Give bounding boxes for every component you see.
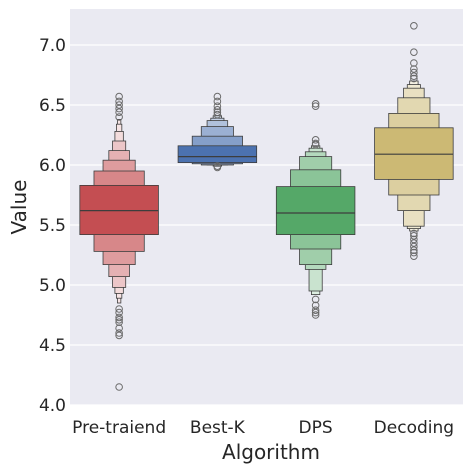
outlier-point [115,318,123,327]
outlier-point [410,72,418,80]
boxen-group [79,92,159,391]
boxen-group [177,92,258,172]
x-tick-label: Pre-traiend [72,418,166,438]
outlier-point [410,229,418,238]
y-tick-label: 5.0 [39,276,66,296]
outlier-point [410,22,418,30]
outlier-point [115,313,123,322]
outlier-point [213,163,222,172]
outlier-point [115,104,123,113]
outlier-point [311,140,320,149]
boxen-group [374,22,454,261]
outlier-point [213,106,222,114]
boxen-box [275,186,356,236]
outlier-point [311,102,320,110]
y-axis-label: Value [7,180,31,235]
y-tick-label: 6.0 [39,156,66,176]
outlier-point [311,136,320,144]
outlier-point [311,311,320,319]
outlier-point [213,92,222,101]
outlier-point [115,324,123,333]
y-tick-labels: 4.0 4.5 5.0 5.5 6.0 6.5 7.0 [39,36,66,416]
outlier-point [311,301,320,310]
y-tick-label: 6.5 [39,96,66,116]
y-tick-label: 7.0 [39,36,66,56]
outlier-point [115,331,123,340]
outlier-point [115,329,123,337]
x-tick-labels: Pre-traiend Best-K DPS Decoding [72,418,454,438]
outlier-point [115,92,123,101]
outlier-point [311,306,320,315]
outlier-point [410,232,418,240]
outlier-point [213,108,222,116]
boxen-series [79,22,454,391]
y-tick-label: 5.5 [39,216,66,236]
x-axis-label: Algorithm [222,440,320,464]
outlier-point [115,97,123,106]
outlier-point [410,252,418,261]
outlier-point [410,48,418,57]
outlier-point [311,100,320,108]
outlier-point [213,102,222,110]
outlier-point [115,113,123,121]
outlier-point [410,74,418,83]
outlier-point [410,68,418,77]
outlier-point [311,295,320,304]
boxen-box [177,145,258,164]
outlier-point [410,235,418,244]
outlier-point [213,97,222,106]
outlier-point [115,308,123,317]
y-tick-label: 4.0 [39,396,66,416]
y-tick-label: 4.5 [39,336,66,356]
outlier-point [115,316,123,324]
outlier-point [410,59,418,67]
outlier-point [410,246,418,254]
x-tick-label: Decoding [374,418,454,438]
outlier-point [213,110,222,119]
x-tick-label: DPS [299,418,333,438]
outlier-point [410,65,418,73]
outlier-point [410,248,418,257]
outlier-point [410,239,418,247]
outlier-point [115,383,123,391]
outlier-point [115,305,123,313]
outlier-point [115,108,123,116]
x-tick-label: Best-K [190,418,246,438]
boxen-group [275,100,356,319]
outlier-point [115,101,123,109]
outlier-point [311,308,320,317]
outlier-point [410,242,418,251]
